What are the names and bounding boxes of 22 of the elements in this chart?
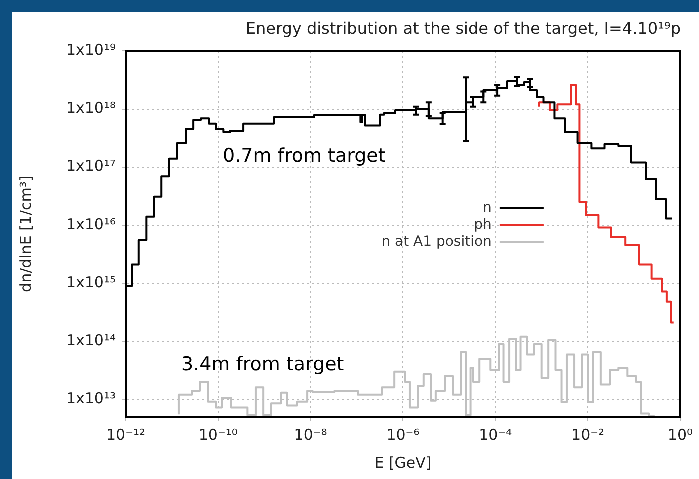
x-axis-title: E [GeV] — [374, 454, 432, 472]
y-tick-label: 1x10¹⁵ — [66, 273, 116, 292]
x-tick-label: 10⁻⁴ — [479, 426, 512, 444]
y-tick-label: 1x10¹⁹ — [66, 41, 116, 60]
y-tick-label: 1x10¹³ — [66, 389, 116, 408]
legend-label: n at A1 position — [382, 234, 492, 250]
y-axis-title: dn/dlnE [1/cm³] — [16, 176, 35, 292]
y-tick-label: 1x10¹⁷ — [66, 157, 116, 176]
y-tick-label: 1x10¹⁶ — [66, 215, 116, 234]
y-tick-label: 1x10¹⁴ — [66, 331, 116, 350]
annotation: 3.4m from target — [181, 354, 344, 376]
x-tick-label: 10⁰ — [668, 426, 694, 444]
x-tick-label: 10⁻⁸ — [294, 426, 328, 444]
annotation: 0.7m from target — [223, 145, 386, 168]
y-tick-label: 1x10¹⁸ — [66, 99, 116, 118]
x-tick-label: 10⁻⁶ — [386, 426, 420, 444]
chart-title: Energy distribution at the side of the target, I=4.10¹⁹p — [246, 18, 681, 38]
x-tick-label: 10⁻² — [572, 426, 605, 444]
x-tick-label: 10⁻¹⁰ — [198, 426, 238, 444]
legend-label: ph — [474, 217, 492, 234]
legend-label: n — [483, 200, 492, 216]
x-tick-label: 10⁻¹² — [106, 426, 146, 444]
